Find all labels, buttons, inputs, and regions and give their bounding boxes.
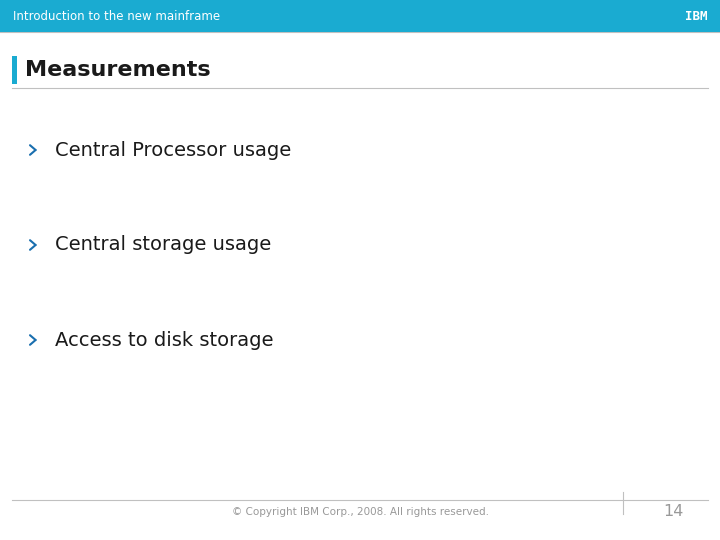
Text: Access to disk storage: Access to disk storage [55, 330, 274, 349]
Text: Introduction to the new mainframe: Introduction to the new mainframe [13, 10, 220, 23]
Text: 14: 14 [663, 504, 683, 519]
Bar [0, 0, 720, 32]
Text: Measurements: Measurements [25, 60, 211, 80]
Text: © Copyright IBM Corp., 2008. All rights reserved.: © Copyright IBM Corp., 2008. All rights … [232, 507, 488, 517]
Text: Central Processor usage: Central Processor usage [55, 140, 292, 159]
Bar [12, 56, 17, 84]
Text: IBM: IBM [685, 10, 708, 23]
Text: Central storage usage: Central storage usage [55, 235, 271, 254]
